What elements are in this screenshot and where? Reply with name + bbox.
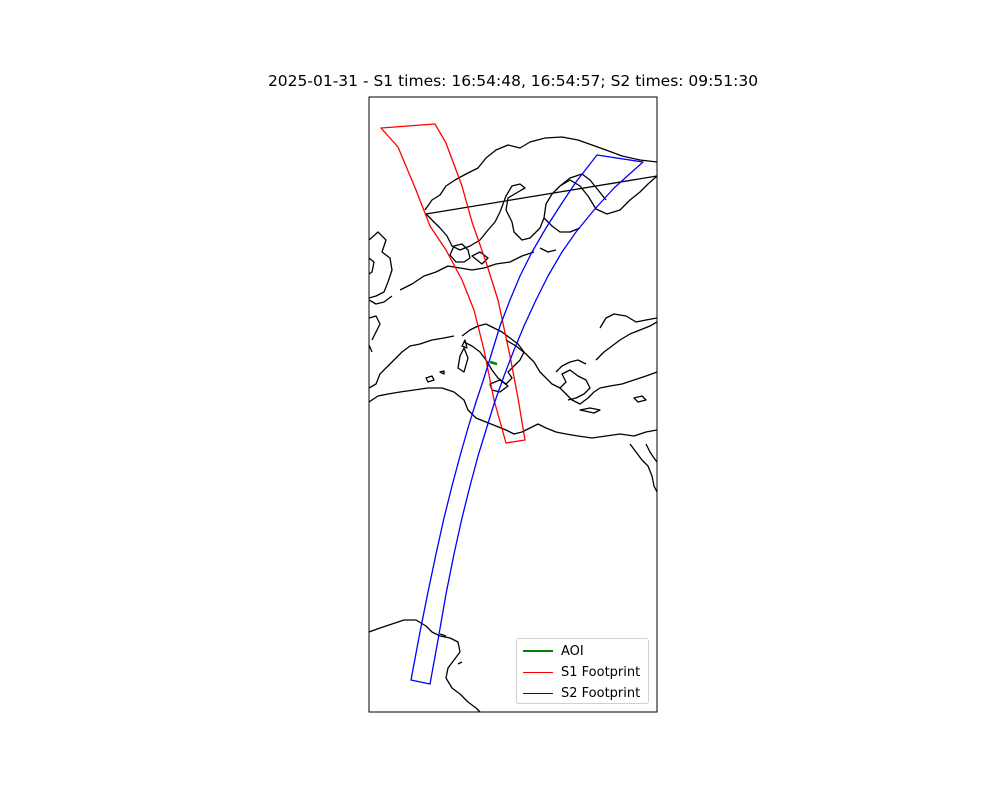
aoi-marker[interactable]	[489, 360, 498, 366]
s1-footprint[interactable]	[380, 123, 526, 444]
legend-swatch-s1	[523, 671, 553, 673]
map-frame	[368, 96, 658, 713]
legend-item-s1-footprint: S1 Footprint	[523, 663, 640, 681]
coastline-italy	[461, 323, 525, 385]
legend-item-aoi: AOI	[523, 642, 584, 660]
coastline-scandinavia	[424, 136, 657, 251]
coastline-turkey	[595, 321, 657, 389]
legend-swatch-s2	[523, 692, 553, 694]
coastline-greece	[555, 359, 601, 405]
footprints	[380, 123, 644, 685]
coastline-cyprus	[633, 395, 647, 403]
coastline-corsica	[461, 339, 468, 349]
coastline-denmark	[449, 243, 489, 265]
coastline-balearic	[425, 370, 445, 383]
coastline-red-sea	[629, 443, 657, 493]
coastline-europe-north	[369, 251, 535, 341]
coastlines	[369, 136, 657, 712]
coastline-south-america	[369, 619, 481, 712]
coastline-balkans	[505, 339, 591, 401]
legend-swatch-aoi	[523, 650, 553, 652]
coastline-britain	[369, 231, 393, 299]
coastline-blacksea	[599, 313, 657, 329]
legend-item-s2-footprint: S2 Footprint	[523, 684, 640, 702]
coastline-crete	[579, 407, 601, 414]
coastline-sardinia	[457, 347, 469, 373]
legend-label: S1 Footprint	[561, 664, 641, 680]
legend-label: S2 Footprint	[561, 685, 641, 701]
legend-label: AOI	[561, 643, 584, 659]
coastline-ireland	[369, 257, 375, 275]
coastline-caribbean	[439, 633, 463, 665]
legend: AOI S1 Footprint S2 Footprint	[516, 638, 649, 704]
s2-footprint[interactable]	[410, 154, 644, 685]
figure-title: 2025-01-31 - S1 times: 16:54:48, 16:54:5…	[267, 72, 759, 90]
coastline-north-africa	[369, 387, 657, 439]
coastline-iberia-south	[369, 335, 455, 389]
